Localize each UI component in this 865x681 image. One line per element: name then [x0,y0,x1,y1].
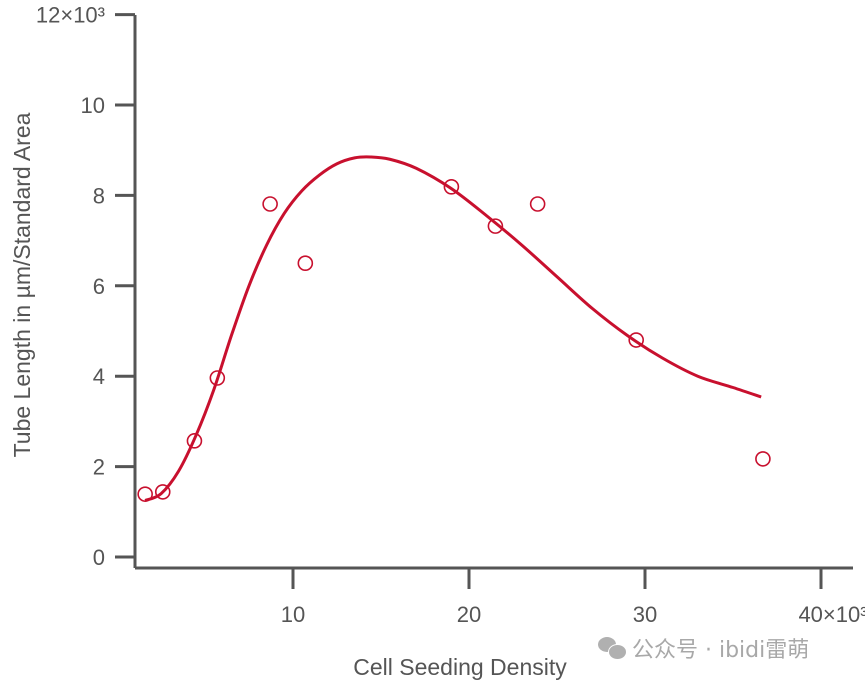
data-point [297,255,314,272]
x-tick-label: 40×10³ [798,602,865,627]
data-point [262,196,278,212]
y-tick-label: 8 [93,183,105,208]
data-point [137,486,153,502]
data-point [443,179,460,195]
x-axis-label: Cell Seeding Density [353,654,567,680]
x-tick-label: 30 [633,602,657,627]
data-point [186,433,203,449]
data-point [529,196,546,212]
data-point [209,370,226,386]
x-tick-label: 20 [457,602,481,627]
data-point [487,218,504,234]
fit-curve [144,155,762,502]
data-point [628,332,645,348]
wechat-icon [598,637,627,660]
y-tick-label: 2 [93,455,105,480]
y-tick-label: 12×10³ [36,3,105,28]
watermark-text: 公众号 · ibidi雷萌 [632,638,810,663]
y-tick-label: 6 [93,274,105,299]
data-point [154,484,171,500]
x-tick-label: 10 [281,602,305,627]
watermark: 公众号 · ibidi雷萌 [598,632,809,664]
y-axis-label: Tube Length in µm/Standard Area [9,112,35,457]
y-tick-label: 4 [93,364,105,389]
y-tick-label: 0 [93,545,105,570]
data-point [755,451,771,467]
y-tick-label: 10 [81,93,105,118]
